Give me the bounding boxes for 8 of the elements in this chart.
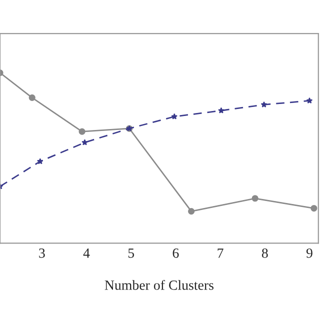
- x-tick-label: 8: [262, 248, 268, 258]
- x-tick-label: 6: [172, 248, 179, 258]
- x-axis-title: Number of Clusters: [104, 280, 214, 290]
- x-tick-label: 5: [128, 248, 134, 258]
- x-tick-label: 4: [83, 248, 90, 258]
- x-tick-label: 9: [306, 248, 312, 258]
- x-tick-label: 7: [218, 248, 224, 258]
- x-tick-label: 3: [39, 248, 45, 258]
